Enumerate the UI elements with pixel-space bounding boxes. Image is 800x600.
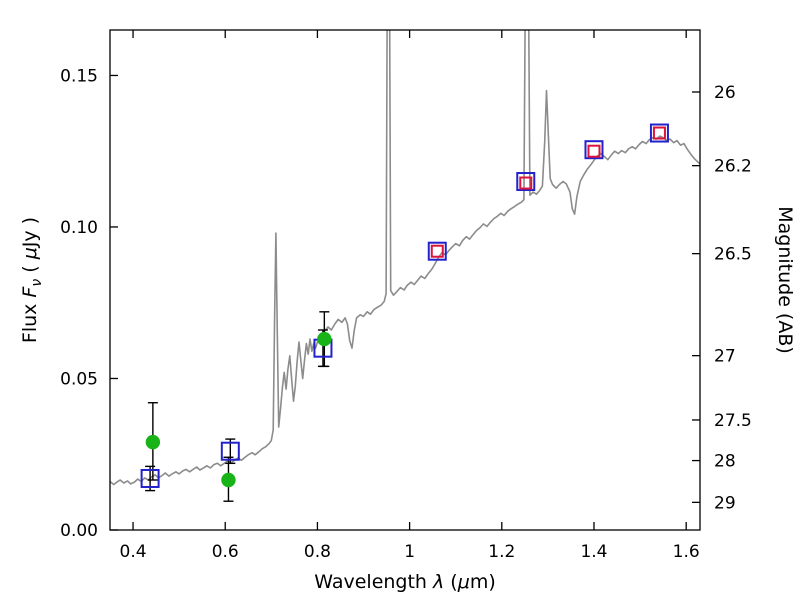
y-right-tick-label: 26 <box>714 83 736 103</box>
x-tick-label: 1.4 <box>580 542 607 562</box>
x-tick-label: 1.2 <box>488 542 515 562</box>
y-left-tick-label: 0.10 <box>60 218 98 238</box>
y-left-tick-label: 0.05 <box>60 369 98 389</box>
y-right-tick-label: 27 <box>714 347 736 367</box>
blue-square-marker <box>140 468 160 488</box>
red-square-marker <box>519 176 533 190</box>
y-right-tick-label: 26.2 <box>714 157 752 177</box>
y-right-tick-label: 26.5 <box>714 245 752 265</box>
y-right-tick-label: 28 <box>714 452 736 472</box>
x-axis-label: Wavelength λ (μm) <box>314 571 495 593</box>
blue-square-marker <box>584 140 604 160</box>
plot-frame <box>109 29 701 531</box>
x-tick-label: 0.8 <box>304 542 331 562</box>
axis-ticks <box>110 30 700 531</box>
blue-square-marker <box>427 241 447 261</box>
x-tick-label: 1.6 <box>673 542 700 562</box>
x-tick-label: 1 <box>404 542 415 562</box>
y-left-tick-label: 0.15 <box>60 66 98 86</box>
green-circle-marker <box>145 434 161 450</box>
y-right-tick-label: 27.5 <box>714 411 752 431</box>
y-right-tick-label: 29 <box>714 493 736 513</box>
tick-labels: 0.4 0.6 0.8 1 1.2 1.4 1.6 0.00 0.05 0.10 0.15 26 26.… <box>60 66 752 562</box>
green-circle-marker <box>317 331 332 347</box>
x-tick-label: 0.6 <box>212 542 239 562</box>
green-circle-marker <box>221 472 236 488</box>
y-axis-label-right: Magnitude (AB) <box>774 206 796 354</box>
y-left-tick-label: 0.00 <box>60 521 98 541</box>
blue-square-marker <box>220 441 240 461</box>
blue-square-marker <box>649 123 669 143</box>
y-axis-label-left: Flux Fν ( μJy ) <box>19 217 45 343</box>
red-square-marker <box>587 144 601 158</box>
spectrum-line <box>110 30 700 486</box>
blue-square-marker <box>516 172 536 192</box>
red-square-marker <box>652 126 666 140</box>
x-tick-label: 0.4 <box>120 542 147 562</box>
red-square-marker <box>430 244 444 258</box>
